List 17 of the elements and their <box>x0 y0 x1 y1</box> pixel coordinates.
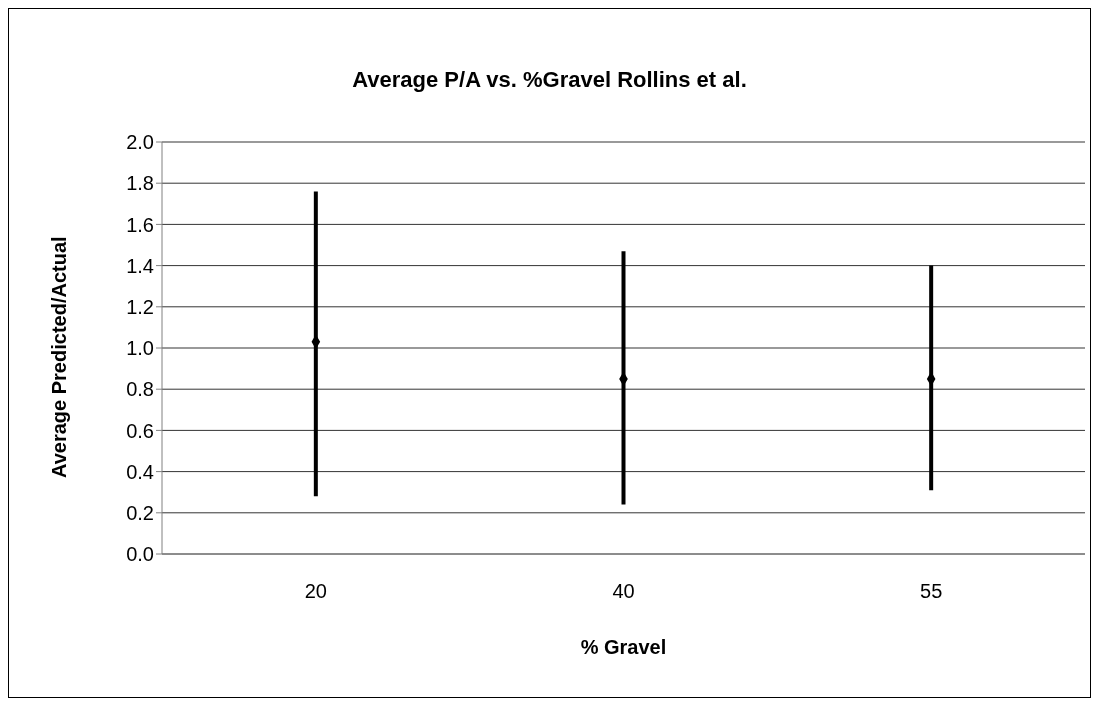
x-tick-label: 40 <box>612 580 635 603</box>
x-axis-title: % Gravel <box>580 636 667 658</box>
y-tick-label: 0.8 <box>126 378 154 401</box>
y-tick-label: 1.2 <box>126 295 154 318</box>
y-tick-label: 1.6 <box>126 213 154 236</box>
chart-title: Average P/A vs. %Gravel Rollins et al. <box>351 67 748 93</box>
y-tick-label: 1.4 <box>126 254 154 277</box>
y-axis-title: Average Predicted/Actual <box>48 236 71 478</box>
y-tick-label: 2.0 <box>126 131 154 154</box>
y-tick-label: 0.2 <box>126 501 154 524</box>
x-tick-label: 20 <box>304 580 327 603</box>
x-tick-label: 55 <box>920 580 943 603</box>
y-tick-label: 0.0 <box>126 543 154 566</box>
y-tick-label: 0.6 <box>126 419 154 442</box>
y-tick-label: 1.0 <box>126 337 154 360</box>
y-tick-label: 0.4 <box>126 460 154 483</box>
y-tick-label: 1.8 <box>126 172 154 195</box>
